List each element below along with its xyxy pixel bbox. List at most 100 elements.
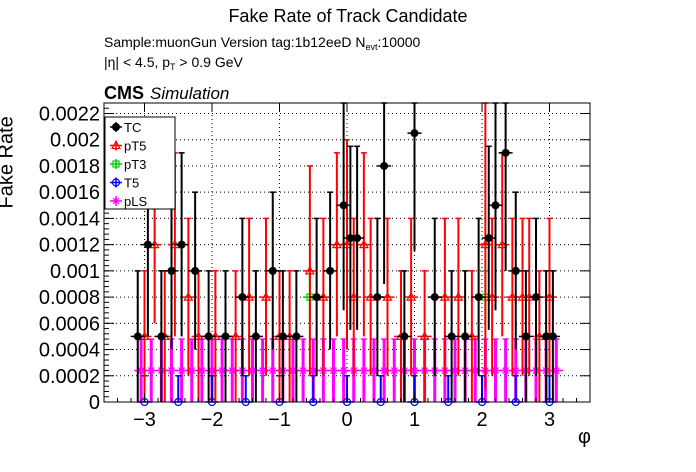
marker-circle (312, 293, 321, 302)
marker-star (208, 366, 216, 375)
marker-triangle (183, 291, 194, 301)
marker-triangle (304, 265, 315, 275)
x-tick-label: 1 (409, 409, 420, 431)
marker-triangle (453, 291, 464, 301)
y-axis-label: Fake Rate (0, 116, 18, 209)
marker-star (268, 366, 277, 375)
marker-circle (221, 332, 230, 341)
marker-circle (204, 332, 213, 341)
marker-circle (461, 332, 470, 341)
x-tick-label: 2 (476, 409, 487, 431)
x-tick-label: 3 (544, 409, 555, 431)
marker-circle (474, 293, 483, 302)
marker-circle (430, 293, 439, 302)
legend: TC pT5 pT3 T5 pLS (104, 116, 176, 210)
marker-circle (251, 332, 260, 341)
marker-triangle (260, 291, 272, 301)
legend-label: TC (124, 120, 141, 135)
marker-star (329, 366, 338, 375)
marker-star (197, 366, 206, 375)
marker-circle (447, 332, 456, 341)
series-pT5 (137, 102, 557, 402)
marker-circle (521, 332, 530, 341)
marker-star (501, 366, 510, 375)
legend-item-pT5: pT5 (110, 139, 146, 154)
y-tick-label: 0.0022 (39, 103, 100, 125)
marker-circle (177, 240, 186, 249)
legend-label: pT3 (124, 157, 146, 172)
marker-triangle (507, 291, 518, 301)
y-tick-label: 0.0012 (39, 235, 100, 257)
marker-star (370, 366, 378, 375)
marker-triangle (487, 291, 498, 301)
marker-star (228, 366, 237, 375)
marker-star (339, 366, 348, 375)
y-tick-label: 0.002 (50, 130, 100, 152)
marker-star (309, 366, 318, 375)
x-tick-label: 0 (341, 409, 352, 431)
marker-star (511, 366, 520, 375)
marker-circle (238, 293, 247, 302)
marker-circle (326, 266, 335, 275)
marker-star (451, 366, 459, 375)
marker-circle (491, 201, 500, 210)
marker-circle (278, 332, 287, 341)
sample-info-prefix: Sample:muonGun Version tag:1b12eeD N (104, 34, 366, 50)
y-tick-label: 0.0018 (39, 156, 100, 178)
marker-triangle (480, 239, 491, 249)
sample-info-line: Sample:muonGun Version tag:1b12eeD Nevt:… (104, 34, 420, 52)
cms-simulation-label: Simulation (150, 84, 230, 103)
y-tick-label: 0.001 (50, 261, 100, 283)
cms-label-block: CMS Simulation (104, 83, 229, 104)
marker-circle (380, 161, 389, 170)
marker-star (390, 366, 399, 375)
legend-label: pLS (124, 194, 147, 209)
marker-circle (501, 148, 510, 157)
cuts-subscript: T (170, 62, 176, 72)
marker-circle (112, 123, 120, 131)
marker-circle (532, 293, 540, 302)
cms-label: CMS (104, 83, 144, 103)
legend-item-T5: T5 (110, 176, 139, 191)
legend-item-pT3: pT3 (110, 157, 146, 172)
marker-square (112, 160, 120, 168)
legend-label: T5 (124, 176, 139, 191)
marker-circle (167, 266, 176, 275)
marker-circle (484, 234, 493, 243)
marker-circle (268, 266, 277, 275)
marker-star (410, 366, 419, 375)
y-tick-label: 0.0008 (39, 287, 100, 309)
marker-circle (511, 266, 520, 275)
x-tick-label: −2 (201, 409, 224, 431)
marker-circle (339, 201, 348, 210)
chart-title: Fake Rate of Track Candidate (228, 6, 468, 26)
marker-star (359, 366, 368, 375)
marker-circle (353, 234, 362, 243)
marker-star (471, 366, 480, 375)
marker-star (380, 366, 389, 375)
y-tick-label: 0.0014 (39, 208, 100, 230)
marker-circle (133, 332, 142, 341)
marker-triangle (331, 239, 342, 249)
marker-star (552, 366, 561, 375)
marker-triangle (230, 331, 241, 341)
marker-star (218, 366, 227, 375)
cuts-suffix: > 0.9 GeV (175, 54, 243, 70)
marker-triangle (193, 331, 204, 341)
y-tick-label: 0 (89, 392, 100, 414)
cuts-prefix: |η| < 4.5, p (104, 54, 171, 70)
marker-triangle (406, 291, 417, 301)
marker-star (177, 366, 186, 375)
y-tick-label: 0.0002 (39, 366, 100, 388)
marker-star (258, 366, 267, 375)
marker-circle (143, 240, 152, 249)
legend-item-pLS: pLS (110, 194, 147, 209)
marker-star (137, 366, 146, 375)
marker-circle (191, 266, 200, 275)
marker-triangle (110, 140, 122, 150)
marker-triangle (382, 291, 393, 301)
selection-cuts-line: |η| < 4.5, pT > 0.9 GeV (104, 54, 243, 72)
marker-star (147, 366, 156, 375)
marker-triangle (439, 291, 450, 301)
